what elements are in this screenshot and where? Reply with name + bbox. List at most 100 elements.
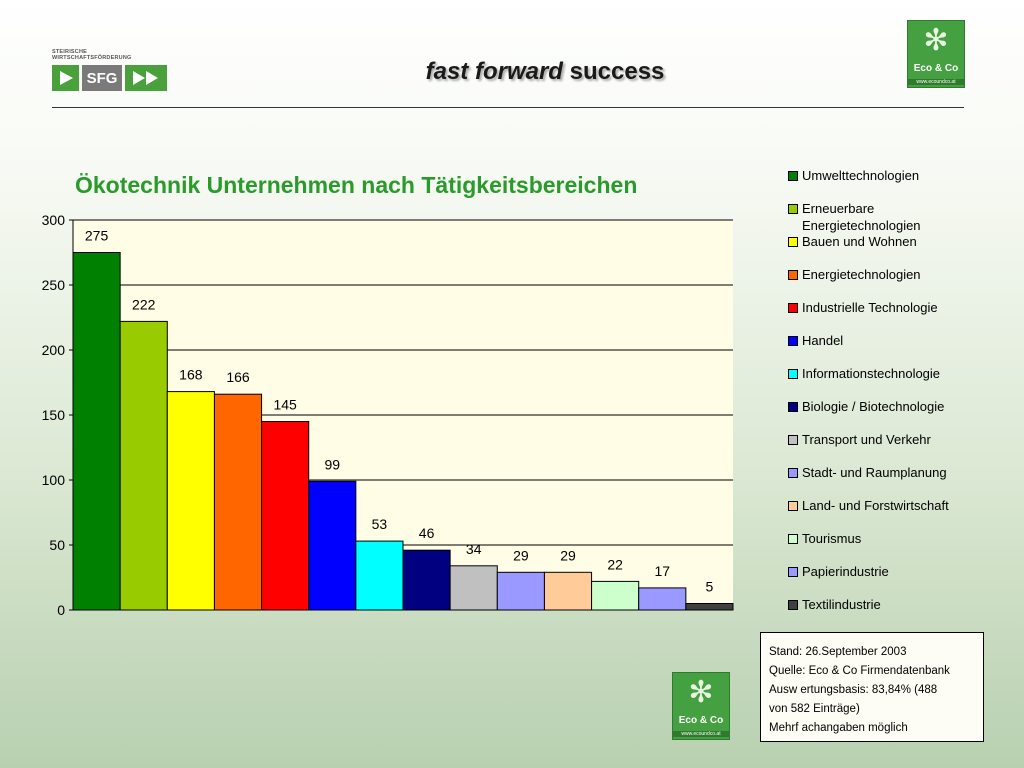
y-tick-label: 150 bbox=[42, 407, 66, 423]
legend-label: Transport und Verkehr bbox=[802, 431, 931, 448]
data-label: 22 bbox=[607, 556, 623, 572]
header-divider bbox=[52, 107, 964, 108]
legend-swatch bbox=[788, 270, 798, 280]
data-labels: 275 222 168 166 145 99 53 46 34 29 29 22 17 5 bbox=[85, 228, 714, 595]
legend-swatch bbox=[788, 567, 798, 577]
bar bbox=[496, 571, 545, 611]
legend-label: Textilindustrie bbox=[802, 596, 881, 613]
data-label: 145 bbox=[273, 397, 297, 413]
chart-title: Ökotechnik Unternehmen nach Tätigkeitsbe… bbox=[75, 172, 638, 198]
legend-label-line: Erneuerbare bbox=[802, 201, 875, 216]
header-title: fast forward success bbox=[300, 58, 790, 86]
eco-and-co-logo-bottom: ✻ Eco & Co www.ecoundco.at bbox=[672, 672, 730, 740]
legend-swatch bbox=[788, 600, 798, 610]
legend-swatch bbox=[788, 336, 798, 346]
sfg-wordmark: SFG bbox=[82, 65, 122, 91]
bars bbox=[72, 252, 734, 611]
legend-label: Papierindustrie bbox=[802, 563, 889, 580]
data-label: 53 bbox=[372, 516, 388, 532]
note-date: Stand: 26.September 2003 bbox=[769, 646, 907, 658]
tree-icon: ✻ bbox=[688, 676, 714, 709]
bar bbox=[261, 421, 310, 611]
y-tick-label: 0 bbox=[57, 602, 65, 618]
legend-swatch bbox=[788, 171, 798, 181]
legend-swatch bbox=[788, 237, 798, 247]
legend-swatch bbox=[788, 501, 798, 511]
legend-label: Tourismus bbox=[802, 530, 861, 547]
eco-logo-name: Eco & Co bbox=[678, 715, 724, 726]
data-label: 46 bbox=[419, 525, 435, 541]
data-label: 222 bbox=[132, 296, 156, 312]
note-source: Quelle: Eco & Co Firmendatenbank bbox=[769, 665, 950, 677]
legend-label: Bauen und Wohnen bbox=[802, 233, 917, 250]
legend-label-line: Bauen und Wohnen bbox=[802, 234, 917, 249]
header-title-italic: fast forward bbox=[425, 58, 563, 85]
bar bbox=[72, 252, 121, 611]
eco-logo-url: www.ecoundco.at bbox=[908, 79, 964, 85]
play-icon bbox=[52, 65, 79, 91]
legend-swatch bbox=[788, 303, 798, 313]
y-tick-label: 100 bbox=[42, 472, 66, 488]
data-label: 17 bbox=[654, 563, 670, 579]
bar bbox=[591, 580, 640, 611]
legend-label: Land- und Forstwirtschaft bbox=[802, 497, 949, 514]
legend-swatch bbox=[788, 435, 798, 445]
data-label: 275 bbox=[85, 228, 109, 244]
legend-label-line: Industrielle Technologie bbox=[802, 300, 938, 315]
note-multiple: Mehrf achangaben möglich bbox=[769, 722, 908, 734]
bar bbox=[308, 480, 357, 611]
data-label: 29 bbox=[513, 547, 529, 563]
bar bbox=[543, 571, 593, 611]
legend-swatch bbox=[788, 204, 798, 214]
y-tick-label: 50 bbox=[49, 537, 65, 553]
legend-label-line: Biologie / Biotechnologie bbox=[802, 399, 945, 414]
legend-label: Stadt- und Raumplanung bbox=[802, 464, 947, 481]
bar-chart: 0 50 100 150 200 250 300 275 222 168 166 145 99 53 46… bbox=[42, 212, 734, 618]
bar bbox=[355, 540, 404, 611]
eco-and-co-logo: ✻ Eco & Co www.ecoundco.at bbox=[907, 20, 965, 88]
legend-label-line: Stadt- und Raumplanung bbox=[802, 465, 947, 480]
fast-forward-icon bbox=[125, 65, 167, 91]
legend-label-line: Transport und Verkehr bbox=[802, 432, 931, 447]
source-note: Stand: 26.September 2003 Quelle: Eco & C… bbox=[760, 632, 984, 742]
legend-swatch bbox=[788, 534, 798, 544]
bar bbox=[638, 587, 687, 611]
sfg-logo: STEIRISCHE WIRTSCHAFTSFÖRDERUNG SFG bbox=[52, 49, 168, 91]
legend-label-line: Informationstechnologie bbox=[802, 366, 941, 381]
legend-label-line: Umwelttechnologien bbox=[802, 168, 920, 183]
legend-label: Energietechnologien bbox=[802, 266, 921, 283]
legend-swatch bbox=[788, 369, 798, 379]
legend-label: Informationstechnologie bbox=[802, 365, 940, 382]
note-basis: Ausw ertungsbasis: 83,84% (488 bbox=[769, 684, 938, 696]
sfg-tagline: STEIRISCHE WIRTSCHAFTSFÖRDERUNG bbox=[52, 49, 132, 61]
tree-icon: ✻ bbox=[923, 24, 949, 57]
legend-label-line: Land- und Forstwirtschaft bbox=[802, 498, 949, 513]
legend-label: Umwelttechnologien bbox=[802, 167, 919, 184]
legend-swatch bbox=[788, 468, 798, 478]
legend-label-line: Energietechnologien bbox=[802, 267, 921, 282]
data-label: 168 bbox=[179, 367, 203, 383]
y-axis: 0 50 100 150 200 250 300 bbox=[42, 212, 74, 618]
legend-label: Biologie / Biotechnologie bbox=[802, 398, 944, 415]
data-label: 29 bbox=[560, 547, 576, 563]
eco-logo-name: Eco & Co bbox=[913, 63, 959, 74]
data-label: 34 bbox=[466, 541, 482, 557]
bar bbox=[119, 320, 168, 611]
data-label: 99 bbox=[324, 456, 340, 472]
legend-label: Handel bbox=[802, 332, 843, 349]
legend-label-line: Handel bbox=[802, 333, 844, 348]
legend-label: Erneuerbare Energietechnologien bbox=[802, 200, 921, 234]
legend-label-line: Tourismus bbox=[802, 531, 862, 546]
legend-label-line: Papierindustrie bbox=[802, 564, 889, 579]
bar bbox=[685, 603, 734, 611]
bar bbox=[166, 391, 215, 611]
y-tick-label: 200 bbox=[42, 342, 66, 358]
note-basis-count: von 582 Einträge) bbox=[769, 703, 860, 715]
bar bbox=[402, 549, 451, 611]
legend-label-line: Textilindustrie bbox=[802, 597, 881, 612]
y-tick-label: 250 bbox=[42, 277, 66, 293]
legend-label-line: Energietechnologien bbox=[802, 218, 921, 233]
data-label: 166 bbox=[226, 369, 250, 385]
header-title-rest: success bbox=[562, 58, 665, 85]
eco-logo-url: www.ecoundco.at bbox=[673, 731, 729, 737]
